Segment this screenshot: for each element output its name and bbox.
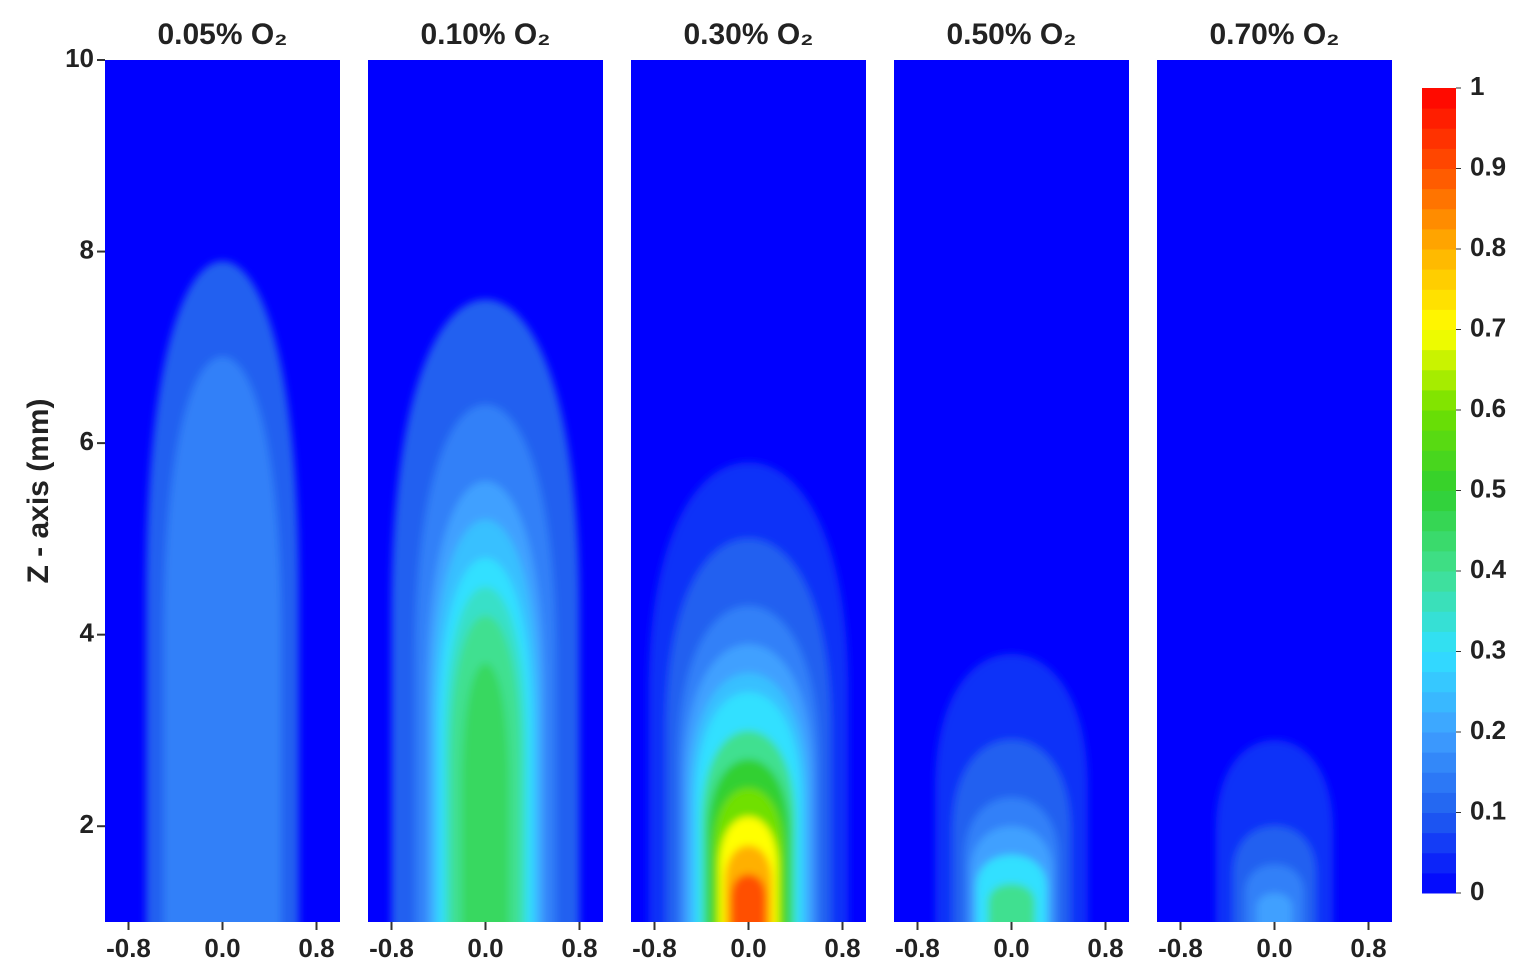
colorbar-swatch (1422, 711, 1456, 733)
colorbar-tick-label: 0.7 (1470, 312, 1506, 342)
contour-group (648, 462, 849, 922)
colorbar-tick-label: 0.6 (1470, 393, 1506, 423)
colorbar-swatch (1422, 188, 1456, 210)
contour-group (146, 261, 299, 922)
colorbar-swatch (1422, 651, 1456, 673)
y-tick-label: 8 (80, 234, 94, 264)
panel-title: 0.10% O₂ (420, 18, 550, 51)
contour-group (391, 299, 580, 922)
x-tick-label: 0.8 (1087, 933, 1123, 963)
y-tick-label: 4 (80, 618, 95, 648)
colorbar-swatch (1422, 269, 1456, 290)
x-tick-label: -0.8 (895, 933, 940, 963)
colorbar-swatch (1422, 530, 1456, 552)
colorbar-swatch (1422, 148, 1456, 169)
colorbar-swatch (1422, 470, 1456, 491)
colorbar-swatch (1422, 490, 1456, 512)
colorbar-swatch (1422, 208, 1456, 230)
colorbar-swatch (1422, 249, 1456, 270)
colorbar-swatch (1422, 571, 1456, 592)
colorbar-swatch (1422, 289, 1456, 310)
x-tick-label: 0.8 (1350, 933, 1386, 963)
colorbar-tick-label: 0.2 (1470, 715, 1506, 745)
contour-level (163, 356, 282, 922)
y-tick-label: 10 (65, 43, 94, 73)
colorbar-swatch (1422, 772, 1456, 793)
colorbar-swatch (1422, 309, 1456, 330)
colorbar-swatch (1422, 550, 1456, 572)
colorbar-swatch (1422, 349, 1456, 371)
y-tick-label: 6 (80, 426, 94, 456)
colorbar-tick-label: 0.5 (1470, 473, 1506, 503)
colorbar-swatch (1422, 389, 1456, 411)
colorbar-swatch (1422, 752, 1456, 773)
contour-group (935, 653, 1088, 922)
contour-level (462, 663, 509, 922)
x-tick-label: 0.0 (1256, 933, 1292, 963)
panel-title: 0.50% O₂ (946, 18, 1076, 51)
x-tick-label: 0.0 (204, 933, 240, 963)
colorbar-tick-label: 0.3 (1470, 634, 1506, 664)
y-axis-label: Z - axis (mm) (22, 398, 55, 583)
colorbar-tick-label: 0.4 (1470, 554, 1507, 584)
colorbar-swatch (1422, 88, 1456, 109)
x-tick-label: -0.8 (106, 933, 151, 963)
colorbar-swatch (1422, 410, 1456, 431)
colorbar-swatch (1422, 108, 1456, 129)
colorbar-swatch (1422, 168, 1456, 190)
panel-title: 0.30% O₂ (683, 18, 813, 51)
colorbar-swatch (1422, 792, 1456, 813)
colorbar-swatch (1422, 228, 1456, 250)
colorbar-swatch (1422, 832, 1456, 854)
y-tick-label: 2 (80, 809, 94, 839)
colorbar-swatch (1422, 510, 1456, 532)
x-tick-label: -0.8 (1158, 933, 1203, 963)
colorbar-swatch (1422, 611, 1456, 632)
x-tick-label: 0.0 (993, 933, 1029, 963)
colorbar-swatch (1422, 671, 1456, 693)
x-tick-label: 0.8 (298, 933, 334, 963)
x-tick-label: 0.8 (824, 933, 860, 963)
colorbar-tick-label: 0 (1470, 876, 1484, 906)
colorbar-tick-label: 1 (1470, 71, 1484, 101)
contour-group (1215, 740, 1334, 922)
colorbar-swatch (1422, 329, 1456, 351)
colorbar-swatch (1422, 128, 1456, 149)
colorbar-swatch (1422, 812, 1456, 834)
colorbar-tick-label: 0.8 (1470, 232, 1506, 262)
x-tick-label: -0.8 (632, 933, 677, 963)
contour-level (1256, 893, 1293, 922)
contour-level (988, 883, 1035, 922)
panel-title: 0.70% O₂ (1209, 18, 1339, 51)
colorbar-tick-label: 0.1 (1470, 795, 1506, 825)
x-tick-label: -0.8 (369, 933, 414, 963)
colorbar-tick-label: 0.9 (1470, 151, 1506, 181)
colorbar-swatch (1422, 591, 1456, 612)
colorbar-swatch (1422, 732, 1456, 753)
colorbar-swatch (1422, 430, 1456, 451)
x-tick-label: 0.8 (561, 933, 597, 963)
colorbar-swatch (1422, 691, 1456, 713)
colorbar-swatch (1422, 852, 1456, 874)
colorbar-swatch (1422, 631, 1456, 652)
panel-title: 0.05% O₂ (157, 18, 287, 51)
colorbar-swatch (1422, 450, 1456, 471)
colorbar-swatch (1422, 369, 1456, 391)
colorbar-swatch (1422, 872, 1456, 894)
x-tick-label: 0.0 (730, 933, 766, 963)
x-tick-label: 0.0 (467, 933, 503, 963)
contour-level (730, 874, 767, 922)
